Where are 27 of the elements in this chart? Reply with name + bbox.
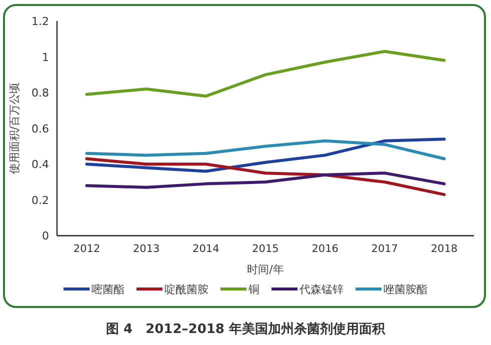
legend-label: 代森锰锌: [298, 283, 344, 296]
line-series: [85, 139, 446, 160]
y-tick-label: 1: [42, 50, 49, 64]
y-tick-label: 0.6: [32, 122, 49, 136]
legend-label: 铜: [248, 283, 260, 296]
legend-label: 嘧菌酯: [92, 283, 124, 296]
y-tick-label: 0.4: [32, 158, 49, 172]
line-series: [85, 138, 446, 173]
line-series: [85, 172, 446, 189]
y-tick-label: 0.8: [32, 86, 49, 100]
x-tick-label: 2014: [192, 243, 220, 255]
x-tick-label: 2015: [252, 243, 279, 255]
line-series: [85, 50, 446, 98]
x-tick-label: 2018: [430, 243, 458, 255]
text: 图 4 2012–2018 年美国加州杀菌剂使用面积: [106, 321, 386, 337]
y-tick-label: 0.2: [32, 194, 49, 207]
x-axis-title: 时间/年: [247, 263, 284, 276]
y-tick-label: 0: [42, 230, 49, 243]
legend-label: 唑菌胺酯: [384, 283, 428, 296]
y-tick-label: 1.2: [32, 15, 49, 28]
y-axis-title: 使用面积/百万公顷: [8, 82, 21, 174]
x-tick-label: 2016: [312, 243, 339, 255]
line-series: [85, 157, 446, 196]
legend-label: 啶酰菌胺: [164, 283, 208, 296]
x-tick-label: 2013: [132, 243, 160, 255]
x-tick-label: 2012: [73, 243, 100, 255]
x-tick-label: 2017: [371, 243, 398, 255]
